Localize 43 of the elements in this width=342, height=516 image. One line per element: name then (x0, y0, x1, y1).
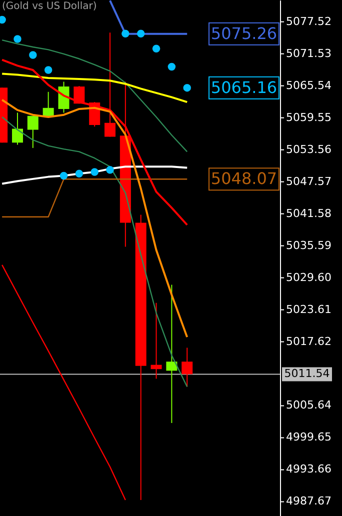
y-tick-label: 5071.53 (286, 46, 332, 60)
candlestick (27, 115, 38, 148)
line-series (1, 116, 188, 388)
candlestick (166, 284, 178, 424)
y-tick-label: 5059.55 (286, 110, 332, 124)
point (90, 168, 98, 176)
y-tick-label: 5041.58 (286, 206, 332, 220)
y-tick-label: 4987.67 (286, 494, 332, 508)
text: 5065.16 (210, 78, 278, 97)
y-tick-label: 5035.59 (286, 238, 332, 252)
candlestick (182, 347, 193, 388)
point (44, 66, 52, 74)
text: 5048.07 (210, 169, 278, 188)
point (29, 51, 37, 59)
point (136, 30, 145, 38)
point (14, 35, 22, 43)
y-tick-label: 5023.61 (286, 302, 332, 316)
y-tick-label: 5065.54 (286, 78, 332, 92)
point (168, 62, 176, 71)
candlestick (12, 112, 23, 146)
y-tick-label: 5011.54 (284, 367, 330, 380)
line-series (1, 264, 126, 501)
point (122, 30, 130, 38)
chart-title: (Gold vs US Dollar) (2, 1, 97, 12)
point (60, 172, 68, 180)
y-tick-label: 5053.56 (286, 142, 332, 156)
line-series (1, 166, 188, 185)
point (152, 44, 160, 52)
line-series (1, 98, 188, 338)
y-tick-label: 5005.64 (286, 398, 332, 412)
line-series (1, 72, 188, 104)
y-tick-label: 4993.66 (286, 462, 332, 476)
candlestick (150, 302, 162, 380)
point (106, 166, 114, 174)
y-tick-label: 5077.52 (286, 14, 332, 28)
point (75, 170, 84, 178)
y-tick-label: 5017.62 (286, 334, 332, 348)
text: 5075.26 (210, 24, 278, 43)
candlestick (58, 81, 70, 114)
y-tick-label: 4999.65 (286, 430, 332, 444)
point (183, 84, 191, 92)
y-tick-label: 5029.60 (286, 270, 332, 284)
y-tick-label: 5047.57 (286, 174, 332, 188)
